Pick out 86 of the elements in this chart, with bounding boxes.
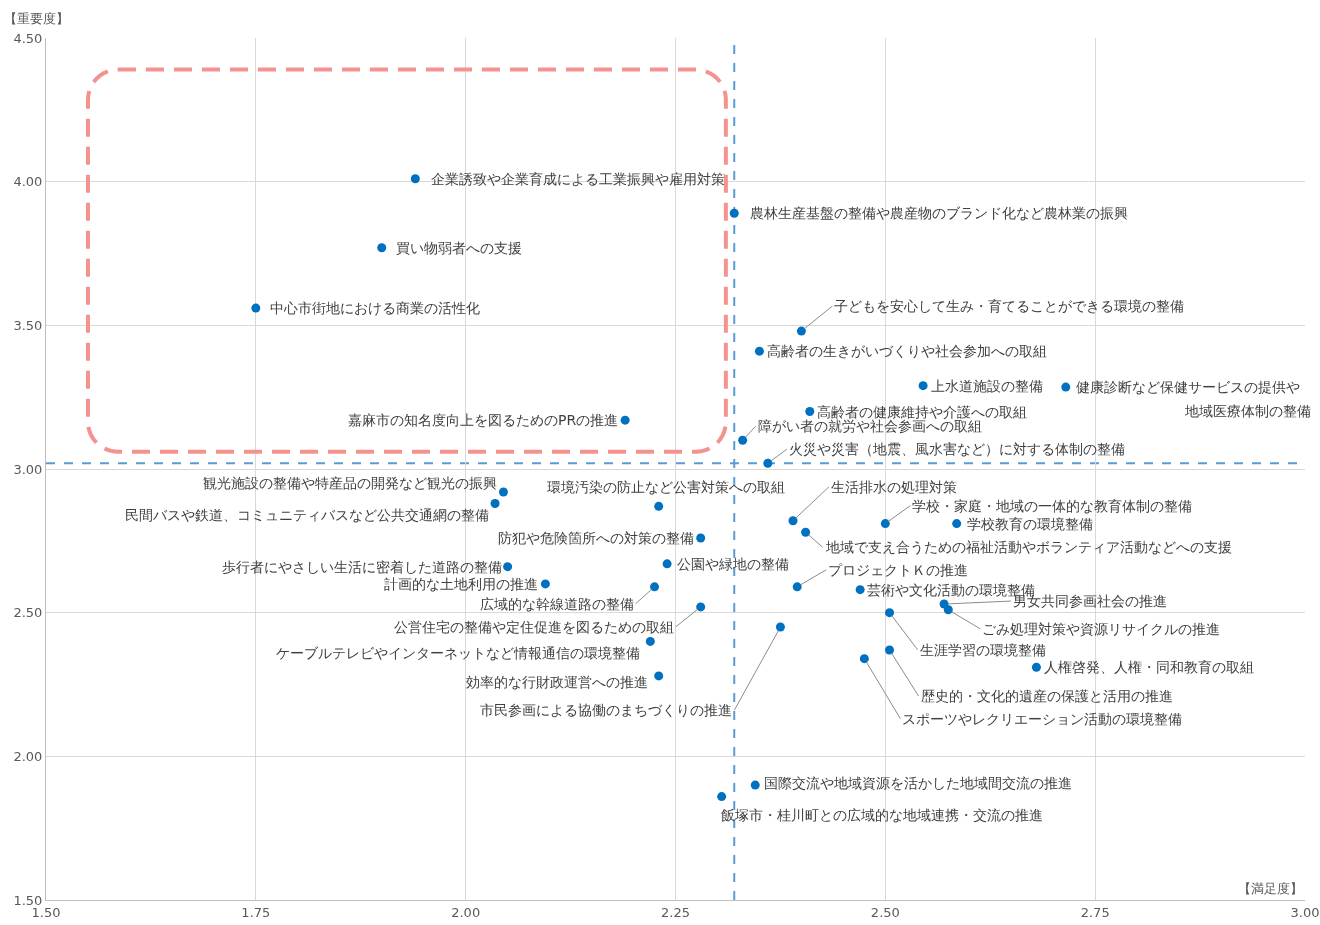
point (729, 208, 739, 218)
annotation: 高齢者の健康維持や介護への取組 (817, 404, 1027, 420)
annotation: 広域的な幹線道路の整備 (480, 596, 634, 612)
point (717, 792, 727, 802)
point (750, 780, 760, 790)
annotation: 上水道施設の整備 (931, 378, 1043, 394)
point (540, 579, 550, 589)
x-tick-label: 2.50 (870, 904, 900, 920)
annotation: 子どもを安心して生み・育てることができる環境の整備 (834, 298, 1184, 314)
point (880, 519, 890, 529)
x-tick-label: 1.75 (241, 904, 271, 920)
point (859, 654, 869, 664)
point (1031, 662, 1041, 672)
point (885, 608, 895, 618)
point (943, 605, 953, 615)
point (796, 326, 806, 336)
annotation: 高齢者の生きがいづくりや社会参加への取組 (767, 343, 1047, 359)
point (645, 636, 655, 646)
x-tick-label: 2.00 (451, 904, 481, 920)
annotation: 生涯学習の環境整備 (920, 642, 1046, 658)
point (410, 174, 420, 184)
annotation: ごみ処理対策や資源リサイクルの推進 (982, 621, 1220, 637)
point (498, 487, 508, 497)
annotation: 学校・家庭・地域の一体的な教育体制の整備 (912, 498, 1192, 514)
point (855, 585, 865, 595)
annotation: 人権啓発、人権・同和教育の取組 (1044, 659, 1254, 675)
point (251, 303, 261, 313)
annotation: 歩行者にやさしい生活に密着した道路の整備 (222, 559, 502, 575)
annotation: 火災や災害（地震、風水害など）に対する体制の整備 (789, 441, 1125, 457)
annotation: 農林生産基盤の整備や農産物のブランド化など農林業の振興 (750, 205, 1128, 221)
point (952, 519, 962, 529)
point (662, 559, 672, 569)
annotation: 防犯や危険箇所への対策の整備 (498, 530, 694, 546)
annotation: 地域医療体制の整備 (1184, 403, 1311, 419)
annotation: 買い物弱者への支援 (396, 240, 522, 256)
point (490, 498, 500, 508)
annotation: 環境汚染の防止など公害対策への取組 (547, 479, 785, 495)
x-tick-label: 3.00 (1290, 904, 1320, 920)
annotation: 地域で支え合うための福祉活動やボランティア活動などへの支援 (825, 539, 1232, 555)
annotation: 公園や緑地の整備 (677, 556, 789, 572)
y-tick-label: 2.00 (13, 748, 43, 764)
annotation: 効率的な行財政運営への推進 (466, 674, 648, 690)
annotation: スポーツやレクリエーション活動の環境整備 (902, 711, 1182, 727)
annotation: プロジェクトＫの推進 (828, 562, 968, 578)
point (696, 602, 706, 612)
annotation: 計画的な土地利用の推進 (384, 576, 538, 592)
annotation: 学校教育の環境整備 (967, 516, 1093, 532)
point (801, 527, 811, 537)
point (696, 533, 706, 543)
point (377, 243, 387, 253)
point (620, 415, 630, 425)
annotation: 観光施設の整備や特産品の開発など観光の振興 (203, 475, 497, 491)
annotation: 国際交流や地域資源を活かした地域間交流の推進 (764, 775, 1072, 791)
point (792, 582, 802, 592)
point (763, 458, 773, 468)
annotation: 民間バスや鉄道、コミュニティバスなど公共交通網の整備 (125, 507, 489, 523)
annotation: 公営住宅の整備や定住促進を図るための取組 (394, 619, 674, 635)
y-tick-label: 3.00 (13, 461, 43, 477)
x-tick-label: 2.75 (1080, 904, 1110, 920)
y-tick-label: 3.50 (13, 317, 43, 333)
point (654, 671, 664, 681)
y-tick-label: 2.50 (13, 605, 43, 621)
point (775, 622, 785, 632)
y-tick-label: 4.50 (13, 30, 43, 46)
annotation: 飯塚市・桂川町との広域的な地域連携・交流の推進 (721, 807, 1043, 823)
annotation: 市民参画による協働のまちづくりの推進 (480, 702, 732, 718)
point (503, 562, 513, 572)
annotation: 歴史的・文化的遺産の保護と活用の推進 (921, 688, 1173, 704)
annotation: 中心市街地における商業の活性化 (270, 300, 480, 316)
point (650, 582, 660, 592)
x-axis-title: 【満足度】 (1238, 881, 1303, 896)
y-axis-title: 【重要度】 (4, 11, 69, 26)
annotation: 健康診断など保健サービスの提供や (1076, 379, 1300, 395)
annotation: 嘉麻市の知名度向上を図るためのPRの推進 (348, 412, 619, 428)
point (918, 381, 928, 391)
point (788, 516, 798, 526)
annotation: ケーブルテレビやインターネットなど情報通信の環境整備 (276, 645, 640, 661)
point (885, 645, 895, 655)
point (805, 407, 815, 417)
annotation: 生活排水の処理対策 (831, 479, 957, 495)
point (738, 435, 748, 445)
x-tick-label: 2.25 (661, 904, 690, 920)
y-tick-label: 4.00 (13, 174, 43, 190)
point (654, 501, 664, 511)
point (1061, 382, 1071, 392)
point (754, 346, 764, 356)
